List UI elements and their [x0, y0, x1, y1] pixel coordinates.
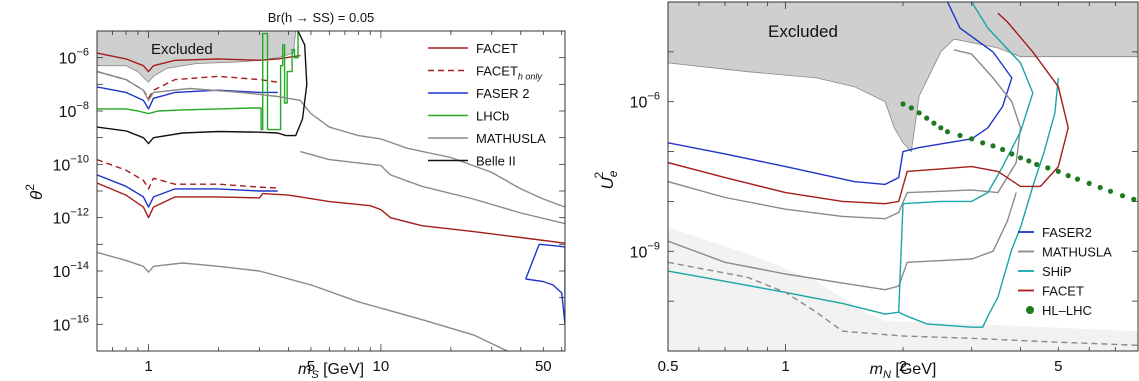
right-hl-lhc-point-9 — [980, 140, 986, 146]
right-hl-lhc-point-2 — [916, 110, 922, 116]
left-legend-label: FACET — [476, 41, 518, 56]
left-y-tick-label: 10−6 — [59, 47, 89, 68]
left-plot: 1 5 10 50 10−6 10−8 10−10 10−12 10−14 10−16 Exclu… — [53, 30, 566, 375]
right-series-mathusla-2 — [668, 192, 1017, 291]
left-legend-label: Belle II — [476, 154, 516, 169]
right-hl-lhc-point-14 — [1026, 158, 1032, 164]
right-hl-lhc-point-5 — [938, 125, 944, 131]
right-hl-lhc-point-4 — [931, 120, 937, 126]
right-hl-lhc-point-17 — [1055, 168, 1061, 174]
left-legend-label: LHCb — [476, 109, 509, 124]
left-x-tick-label: 50 — [535, 358, 552, 375]
right-hl-lhc-point-21 — [1097, 184, 1103, 191]
right-hl-lhc-point-24 — [1131, 196, 1137, 202]
left-ylabel-sup: 2 — [23, 184, 37, 191]
left-x-tick-label: 5 — [307, 358, 315, 375]
right-ylabel-sup: 2 — [592, 172, 606, 179]
right-hl-lhc-point-7 — [957, 132, 963, 139]
left-series-belle-ii-11 — [97, 31, 308, 145]
left-ylabel: θ2 — [23, 184, 46, 200]
left-series-lhcb-7 — [97, 31, 299, 131]
right-ylabel-sub: e — [606, 170, 620, 177]
left-series-facet-h-only-2 — [97, 70, 278, 99]
right-xlabel: mN [GeV] — [870, 361, 937, 381]
left-y-tick-label: 10−14 — [53, 260, 89, 281]
left-series-facet-1 — [97, 52, 301, 73]
right-legend-label: MATHUSLA — [1042, 245, 1112, 260]
left-plot-frame — [96, 30, 566, 352]
right-lower-shaded-region — [668, 227, 1138, 351]
right-hl-lhc-point-20 — [1086, 180, 1092, 186]
right-x-tick-label: 5 — [1054, 358, 1062, 375]
right-hl-lhc-point-1 — [908, 105, 914, 111]
right-x-tick-label: 2 — [899, 358, 907, 375]
right-hl-lhc-point-22 — [1107, 188, 1114, 194]
left-legend-label: MATHUSLA — [476, 131, 546, 146]
right-hl-lhc-point-23 — [1119, 193, 1126, 199]
left-series-mathusla-10 — [300, 150, 565, 225]
right-series-ship-3 — [668, 2, 1034, 315]
right-legend-label: FASER2 — [1042, 225, 1092, 240]
right-excluded-label: Excluded — [768, 22, 838, 41]
right-hl-lhc-point-3 — [924, 115, 930, 121]
right-y-tick-label: 10−6 — [630, 91, 660, 112]
left-series-mathusla-9 — [97, 251, 508, 351]
left-y-tick-label: 10−12 — [53, 207, 89, 228]
right-x-tick-label: 0.5 — [658, 358, 679, 375]
right-x-tick-label: 1 — [781, 358, 789, 375]
left-y-tick-label: 10−10 — [53, 153, 89, 174]
left-xlabel: mS [GeV] — [298, 361, 364, 381]
left-x-tick-label: 10 — [373, 358, 390, 375]
right-hl-lhc-point-13 — [1017, 155, 1024, 161]
right-series-faser2-0 — [668, 2, 1013, 186]
right-hl-lhc-point-15 — [1034, 161, 1040, 168]
right-hl-lhc-point-18 — [1065, 173, 1071, 179]
left-series-faser-2-5 — [97, 174, 278, 208]
left-y-tick-label: 10−16 — [53, 313, 89, 334]
right-series-mathusla-1 — [668, 49, 1022, 220]
right-hl-lhc-point-10 — [990, 143, 996, 149]
right-legend-label: SHiP — [1042, 264, 1072, 279]
right-series-facet-5 — [668, 12, 1069, 205]
right-plot: 0.5 1 2 5 10−6 10−9 Excluded FASER2 MATHUSLA SH… — [630, 1, 1139, 375]
right-hl-lhc-point-11 — [1000, 146, 1006, 153]
left-y-tick-label: 10−8 — [59, 100, 89, 121]
left-series-facet-0 — [97, 182, 565, 244]
left-series-facet-h-only-3 — [97, 158, 278, 190]
right-series-belle-ii-dashed-6 — [668, 261, 1138, 346]
right-hl-lhc-point-0 — [900, 101, 906, 107]
right-legend-label: HL–LHC — [1042, 303, 1092, 318]
left-series-faser-2-6 — [525, 243, 565, 325]
right-y-tick-label: 10−9 — [630, 240, 660, 261]
right-hl-lhc-point-8 — [969, 136, 975, 142]
right-legend-swatch — [1026, 306, 1034, 314]
left-x-tick-label: 1 — [144, 358, 152, 375]
left-legend-label: FASER 2 — [476, 86, 529, 101]
left-legend: FACET FACETh only FASER 2 LHCb MATHUSLA Belle… — [428, 41, 546, 169]
right-legend: FASER2 MATHUSLA SHiP FACET HL–LHC — [1018, 225, 1112, 318]
right-hl-lhc-point-6 — [944, 129, 951, 135]
right-hl-lhc-point-12 — [1009, 151, 1015, 157]
right-excluded-region — [668, 2, 1138, 153]
right-ylabel: Ue2 — [592, 170, 620, 189]
right-series-ship-4 — [898, 77, 1059, 328]
left-excluded-label: Excluded — [151, 41, 213, 58]
left-chart-title: Br(h → SS) = 0.05 — [268, 10, 375, 25]
left-series-mathusla-8 — [97, 70, 565, 208]
right-legend-label: FACET — [1042, 284, 1084, 299]
right-hl-lhc-point-16 — [1045, 165, 1051, 171]
right-hl-lhc-point-19 — [1074, 176, 1081, 182]
left-series-faser-2-4 — [97, 86, 278, 110]
left-legend-label: FACETh only — [476, 64, 542, 82]
